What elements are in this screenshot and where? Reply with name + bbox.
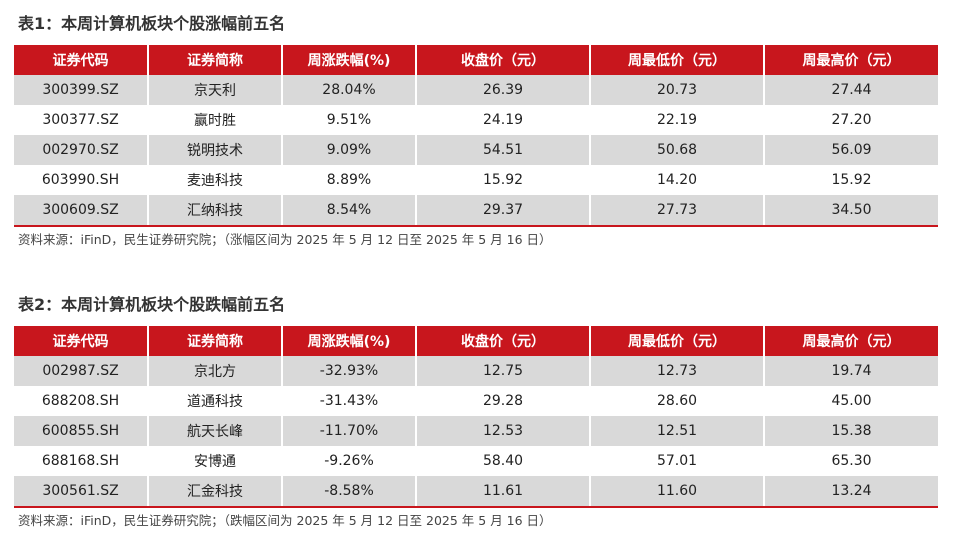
cell-name: 汇金科技 xyxy=(148,476,283,508)
cell-name: 道通科技 xyxy=(148,386,283,416)
cell-high: 34.50 xyxy=(764,195,938,227)
table1-source-note: 资料来源：iFinD，民生证券研究院；（涨幅区间为 2025 年 5 月 12 … xyxy=(18,232,552,247)
cell-code: 300609.SZ xyxy=(14,195,149,227)
table-row: 300377.SZ 赢时胜 9.51% 24.19 22.19 27.20 xyxy=(14,105,938,135)
cell-code: 002970.SZ xyxy=(14,135,149,165)
cell-name: 麦迪科技 xyxy=(148,165,283,195)
header-code: 证券代码 xyxy=(14,326,149,356)
header-weekly-high: 周最高价（元） xyxy=(764,45,938,75)
cell-high: 15.92 xyxy=(764,165,938,195)
cell-name: 航天长峰 xyxy=(148,416,283,446)
cell-code: 688168.SH xyxy=(14,446,149,476)
cell-low: 28.60 xyxy=(590,386,765,416)
cell-low: 12.73 xyxy=(590,356,765,386)
cell-low: 57.01 xyxy=(590,446,765,476)
table-header-row: 证券代码 证券简称 周涨跌幅(%) 收盘价（元） 周最低价（元） 周最高价（元） xyxy=(14,45,938,75)
cell-code: 300377.SZ xyxy=(14,105,149,135)
header-weekly-low: 周最低价（元） xyxy=(590,326,765,356)
cell-code: 600855.SH xyxy=(14,416,149,446)
cell-close: 29.28 xyxy=(416,386,591,416)
cell-high: 19.74 xyxy=(764,356,938,386)
cell-name: 汇纳科技 xyxy=(148,195,283,227)
cell-high: 27.44 xyxy=(764,75,938,105)
table-row: 688168.SH 安博通 -9.26% 58.40 57.01 65.30 xyxy=(14,446,938,476)
cell-low: 22.19 xyxy=(590,105,765,135)
table-row: 002987.SZ 京北方 -32.93% 12.75 12.73 19.74 xyxy=(14,356,938,386)
header-name: 证券简称 xyxy=(148,45,283,75)
cell-close: 12.53 xyxy=(416,416,591,446)
cell-name: 京天利 xyxy=(148,75,283,105)
table-row: 300399.SZ 京天利 28.04% 26.39 20.73 27.44 xyxy=(14,75,938,105)
header-weekly-change: 周涨跌幅(%) xyxy=(282,45,417,75)
gainers-table: 证券代码 证券简称 周涨跌幅(%) 收盘价（元） 周最低价（元） 周最高价（元）… xyxy=(14,45,938,227)
cell-change: -11.70% xyxy=(282,416,417,446)
cell-low: 20.73 xyxy=(590,75,765,105)
cell-name: 京北方 xyxy=(148,356,283,386)
header-weekly-change: 周涨跌幅(%) xyxy=(282,326,417,356)
cell-change: 28.04% xyxy=(282,75,417,105)
cell-code: 300561.SZ xyxy=(14,476,149,508)
cell-change: 8.89% xyxy=(282,165,417,195)
cell-high: 15.38 xyxy=(764,416,938,446)
cell-close: 24.19 xyxy=(416,105,591,135)
cell-high: 65.30 xyxy=(764,446,938,476)
cell-high: 56.09 xyxy=(764,135,938,165)
header-close-price: 收盘价（元） xyxy=(416,326,591,356)
cell-change: 9.51% xyxy=(282,105,417,135)
cell-close: 15.92 xyxy=(416,165,591,195)
table-row: 002970.SZ 锐明技术 9.09% 54.51 50.68 56.09 xyxy=(14,135,938,165)
table-row: 603990.SH 麦迪科技 8.89% 15.92 14.20 15.92 xyxy=(14,165,938,195)
cell-change: 9.09% xyxy=(282,135,417,165)
cell-close: 29.37 xyxy=(416,195,591,227)
cell-close: 12.75 xyxy=(416,356,591,386)
table-row: 300561.SZ 汇金科技 -8.58% 11.61 11.60 13.24 xyxy=(14,476,938,508)
losers-table: 证券代码 证券简称 周涨跌幅(%) 收盘价（元） 周最低价（元） 周最高价（元）… xyxy=(14,326,938,508)
table-header-row: 证券代码 证券简称 周涨跌幅(%) 收盘价（元） 周最低价（元） 周最高价（元） xyxy=(14,326,938,356)
cell-high: 27.20 xyxy=(764,105,938,135)
cell-code: 002987.SZ xyxy=(14,356,149,386)
table-row: 300609.SZ 汇纳科技 8.54% 29.37 27.73 34.50 xyxy=(14,195,938,227)
cell-code: 300399.SZ xyxy=(14,75,149,105)
cell-close: 26.39 xyxy=(416,75,591,105)
cell-name: 锐明技术 xyxy=(148,135,283,165)
losers-section: 表2：本周计算机板块个股跌幅前五名 证券代码 证券简称 周涨跌幅(%) 收盘价（… xyxy=(14,293,938,530)
cell-change: -31.43% xyxy=(282,386,417,416)
cell-change: -9.26% xyxy=(282,446,417,476)
cell-code: 603990.SH xyxy=(14,165,149,195)
table1-title: 表1：本周计算机板块个股涨幅前五名 xyxy=(18,14,286,33)
cell-high: 13.24 xyxy=(764,476,938,508)
table2-source-note: 资料来源：iFinD，民生证券研究院；（跌幅区间为 2025 年 5 月 12 … xyxy=(18,513,552,528)
cell-high: 45.00 xyxy=(764,386,938,416)
cell-low: 50.68 xyxy=(590,135,765,165)
table2-title: 表2：本周计算机板块个股跌幅前五名 xyxy=(18,295,286,314)
cell-close: 58.40 xyxy=(416,446,591,476)
cell-low: 27.73 xyxy=(590,195,765,227)
cell-low: 14.20 xyxy=(590,165,765,195)
cell-name: 赢时胜 xyxy=(148,105,283,135)
header-weekly-high: 周最高价（元） xyxy=(764,326,938,356)
header-name: 证券简称 xyxy=(148,326,283,356)
gainers-section: 表1：本周计算机板块个股涨幅前五名 证券代码 证券简称 周涨跌幅(%) 收盘价（… xyxy=(14,12,938,249)
header-code: 证券代码 xyxy=(14,45,149,75)
cell-change: -32.93% xyxy=(282,356,417,386)
cell-change: 8.54% xyxy=(282,195,417,227)
table-row: 688208.SH 道通科技 -31.43% 29.28 28.60 45.00 xyxy=(14,386,938,416)
cell-low: 12.51 xyxy=(590,416,765,446)
cell-close: 54.51 xyxy=(416,135,591,165)
header-weekly-low: 周最低价（元） xyxy=(590,45,765,75)
cell-low: 11.60 xyxy=(590,476,765,508)
table-row: 600855.SH 航天长峰 -11.70% 12.53 12.51 15.38 xyxy=(14,416,938,446)
header-close-price: 收盘价（元） xyxy=(416,45,591,75)
cell-close: 11.61 xyxy=(416,476,591,508)
cell-change: -8.58% xyxy=(282,476,417,508)
cell-code: 688208.SH xyxy=(14,386,149,416)
cell-name: 安博通 xyxy=(148,446,283,476)
